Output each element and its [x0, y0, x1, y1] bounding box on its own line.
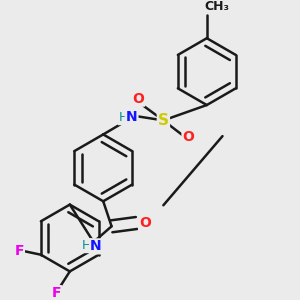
Text: N: N — [126, 110, 137, 124]
Text: F: F — [14, 244, 24, 258]
Text: CH₃: CH₃ — [204, 0, 229, 13]
Text: O: O — [182, 130, 194, 144]
Text: O: O — [139, 216, 151, 230]
Text: O: O — [132, 92, 144, 106]
Text: F: F — [52, 286, 61, 300]
Text: N: N — [90, 239, 102, 254]
Text: H: H — [118, 111, 128, 124]
Text: S: S — [158, 113, 169, 128]
Text: H: H — [82, 239, 91, 252]
